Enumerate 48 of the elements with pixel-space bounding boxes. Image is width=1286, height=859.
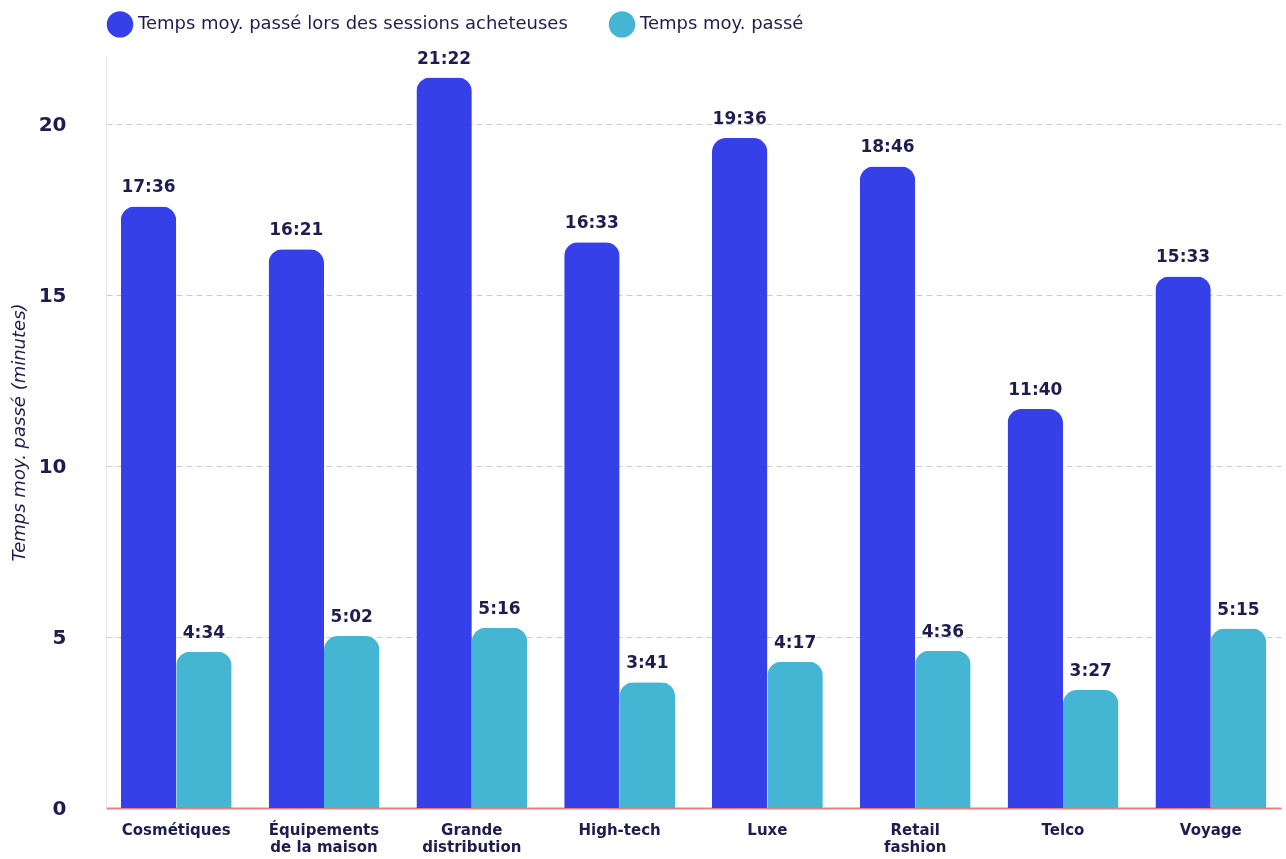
data-label: 5:02 — [330, 606, 373, 627]
data-label: 21:22 — [417, 47, 472, 68]
bar — [711, 138, 768, 808]
y-tick-label: 10 — [38, 453, 67, 478]
legend-label: Temps moy. passé lors des sessions acheteuses — [137, 12, 568, 34]
bar — [1007, 409, 1063, 808]
data-label: 4:34 — [182, 621, 226, 642]
bar — [859, 166, 916, 808]
data-label: 3:27 — [1069, 660, 1112, 681]
bar — [564, 242, 620, 808]
data-label: 4:17 — [773, 631, 817, 652]
legend-label: Temps moy. passé — [639, 12, 804, 34]
x-tick-label: Grande distribution — [422, 820, 522, 856]
y-tick-label: 0 — [52, 795, 67, 820]
bar — [471, 627, 528, 808]
x-tick-label: High-tech — [578, 820, 661, 839]
bar — [416, 77, 472, 808]
bar — [1210, 628, 1267, 808]
x-tick-label: Cosmétiques — [121, 820, 231, 839]
data-label: 17:36 — [121, 176, 176, 197]
y-tick-label: 5 — [52, 624, 67, 649]
data-label: 11:40 — [1008, 379, 1063, 400]
bar — [176, 651, 232, 808]
bar — [915, 650, 971, 808]
bar — [767, 661, 823, 808]
x-tick-label: Luxe — [747, 820, 788, 839]
data-label: 18:46 — [860, 136, 915, 157]
bar — [120, 206, 177, 808]
bar — [1063, 690, 1119, 808]
x-tick-label: Équipements de la maison — [268, 819, 380, 856]
data-label: 4:36 — [921, 620, 965, 641]
data-label: 16:33 — [564, 212, 619, 233]
data-label: 5:15 — [1217, 598, 1260, 619]
bar — [268, 249, 324, 808]
data-label: 19:36 — [712, 108, 767, 129]
bar — [619, 682, 676, 808]
data-label: 5:16 — [478, 597, 521, 618]
y-tick-label: 20 — [38, 111, 67, 136]
x-tick-label: Voyage — [1179, 820, 1242, 839]
bar — [324, 636, 380, 808]
data-label: 16:21 — [269, 219, 324, 240]
x-tick-label: Retail fashion — [884, 820, 947, 856]
y-axis-title: Temps moy. passé (minutes) — [7, 303, 29, 562]
data-label: 15:33 — [1156, 246, 1211, 267]
x-tick-label: Telco — [1041, 820, 1085, 839]
y-tick-label: 15 — [38, 282, 67, 307]
data-label: 3:41 — [626, 652, 669, 673]
bar — [1155, 276, 1211, 808]
